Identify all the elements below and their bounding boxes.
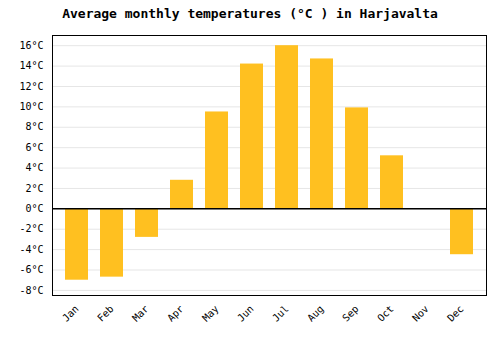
svg-text:Nov: Nov: [410, 303, 431, 324]
svg-text:-8°C: -8°C: [19, 285, 43, 296]
svg-text:Apr: Apr: [165, 303, 186, 324]
svg-text:8°C: 8°C: [25, 121, 43, 132]
svg-text:Feb: Feb: [95, 303, 116, 324]
svg-text:16°C: 16°C: [19, 40, 43, 51]
svg-text:12°C: 12°C: [19, 81, 43, 92]
svg-text:-2°C: -2°C: [19, 223, 43, 234]
svg-text:0°C: 0°C: [25, 203, 43, 214]
svg-text:-6°C: -6°C: [19, 264, 43, 275]
svg-text:Jan: Jan: [60, 303, 81, 324]
svg-text:Aug: Aug: [305, 303, 326, 324]
svg-text:2°C: 2°C: [25, 183, 43, 194]
svg-text:Sep: Sep: [340, 303, 361, 324]
html-text:Average monthly temperatures (: Average monthly temperatures (°C ) in Ha…: [62, 6, 438, 21]
svg-text:Dec: Dec: [445, 303, 466, 324]
svg-text:4°C: 4°C: [25, 162, 43, 173]
svg-text:Oct: Oct: [375, 303, 396, 324]
svg-text:Mar: Mar: [130, 303, 151, 324]
svg-text:6°C: 6°C: [25, 142, 43, 153]
svg-text:Jun: Jun: [235, 303, 256, 324]
svg-text:14°C: 14°C: [19, 60, 43, 71]
svg-text:10°C: 10°C: [19, 101, 43, 112]
svg-text:May: May: [200, 303, 221, 324]
svg-text:-4°C: -4°C: [19, 244, 43, 255]
svg-text:Jul: Jul: [270, 303, 291, 324]
